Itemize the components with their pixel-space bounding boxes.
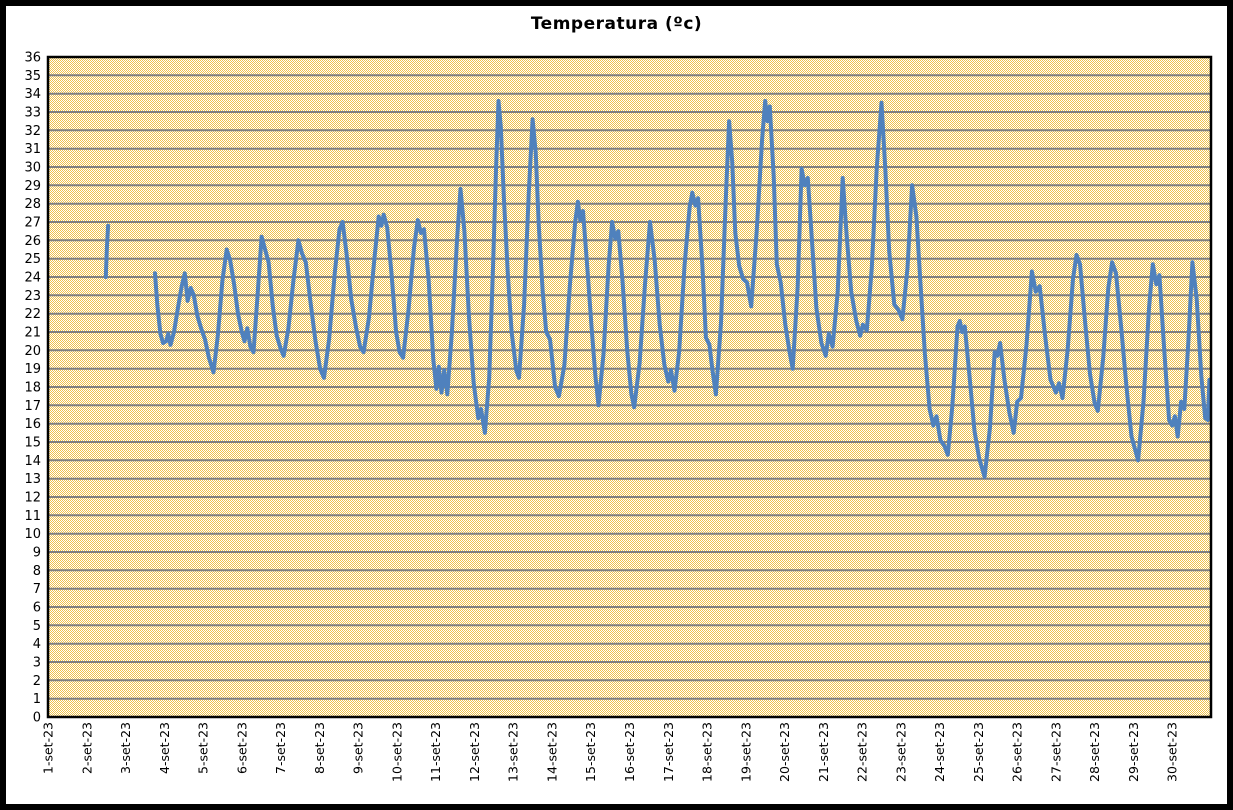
svg-text:19-set-23: 19-set-23: [738, 722, 753, 782]
svg-text:29-set-23: 29-set-23: [1126, 722, 1141, 782]
svg-text:1-set-23: 1-set-23: [41, 722, 56, 774]
svg-text:32: 32: [24, 124, 41, 139]
svg-text:13: 13: [24, 472, 41, 487]
temperature-line: [103, 99, 1212, 479]
svg-text:24: 24: [24, 271, 41, 286]
svg-text:5-set-23: 5-set-23: [196, 722, 211, 774]
svg-text:36: 36: [24, 51, 41, 66]
svg-text:17: 17: [24, 399, 41, 414]
svg-text:11: 11: [24, 509, 41, 524]
svg-text:11-set-23: 11-set-23: [428, 722, 443, 782]
svg-text:31: 31: [24, 142, 41, 157]
svg-text:8-set-23: 8-set-23: [312, 722, 327, 774]
svg-text:34: 34: [24, 87, 41, 102]
svg-text:19: 19: [24, 362, 41, 377]
svg-text:20: 20: [24, 344, 41, 359]
svg-text:12: 12: [24, 491, 41, 506]
svg-text:21-set-23: 21-set-23: [816, 722, 831, 782]
svg-text:13-set-23: 13-set-23: [506, 722, 521, 782]
svg-text:25-set-23: 25-set-23: [971, 722, 986, 782]
svg-text:29: 29: [24, 179, 41, 194]
svg-text:3: 3: [33, 656, 41, 671]
svg-text:25: 25: [24, 252, 41, 267]
plot-border: [46, 55, 1213, 719]
svg-text:3-set-23: 3-set-23: [118, 722, 133, 774]
svg-text:2: 2: [33, 674, 41, 689]
x-axis-labels: 1-set-23 2-set-23 3-set-23 4-set-23 5-set-23…: [41, 722, 1180, 782]
svg-text:0: 0: [33, 711, 41, 726]
svg-text:24-set-23: 24-set-23: [932, 722, 947, 782]
svg-text:2-set-23: 2-set-23: [79, 722, 94, 774]
svg-text:22-set-23: 22-set-23: [855, 722, 870, 782]
svg-text:10: 10: [24, 527, 41, 542]
svg-text:28-set-23: 28-set-23: [1087, 722, 1102, 782]
svg-text:8: 8: [33, 564, 41, 579]
svg-text:4: 4: [33, 637, 41, 652]
svg-text:22: 22: [24, 307, 41, 322]
svg-text:10-set-23: 10-set-23: [389, 722, 404, 782]
svg-text:26: 26: [24, 234, 41, 249]
svg-text:17-set-23: 17-set-23: [661, 722, 676, 782]
svg-text:35: 35: [24, 69, 41, 84]
svg-text:7: 7: [33, 582, 41, 597]
gridlines: [48, 74, 1211, 700]
svg-text:20-set-23: 20-set-23: [777, 722, 792, 782]
svg-text:18: 18: [24, 381, 41, 396]
svg-text:18-set-23: 18-set-23: [700, 722, 715, 782]
svg-text:30: 30: [24, 161, 41, 176]
svg-text:27: 27: [24, 216, 41, 231]
svg-text:14-set-23: 14-set-23: [545, 722, 560, 782]
svg-text:4-set-23: 4-set-23: [157, 722, 172, 774]
chart-canvas: 0123456789101112131415161718192021222324…: [24, 51, 1213, 782]
svg-text:33: 33: [24, 106, 41, 121]
svg-text:6: 6: [33, 601, 41, 616]
svg-text:15-set-23: 15-set-23: [583, 722, 598, 782]
svg-text:9-set-23: 9-set-23: [351, 722, 366, 774]
svg-text:23-set-23: 23-set-23: [893, 722, 908, 782]
svg-text:6-set-23: 6-set-23: [234, 722, 249, 774]
svg-text:21: 21: [24, 326, 41, 341]
svg-text:15: 15: [24, 436, 41, 451]
svg-text:27-set-23: 27-set-23: [1048, 722, 1063, 782]
svg-text:16: 16: [24, 417, 41, 432]
svg-text:30-set-23: 30-set-23: [1165, 722, 1180, 782]
svg-text:16-set-23: 16-set-23: [622, 722, 637, 782]
svg-text:14: 14: [24, 454, 41, 469]
chart-title: Temperatura (ºc): [530, 14, 703, 34]
svg-text:9: 9: [33, 546, 41, 561]
y-axis-labels: 0123456789101112131415161718192021222324…: [24, 51, 41, 726]
svg-text:7-set-23: 7-set-23: [273, 722, 288, 774]
svg-text:1: 1: [33, 692, 41, 707]
svg-text:23: 23: [24, 289, 41, 304]
svg-text:12-set-23: 12-set-23: [467, 722, 482, 782]
svg-text:28: 28: [24, 197, 41, 212]
svg-text:26-set-23: 26-set-23: [1010, 722, 1025, 782]
svg-text:5: 5: [33, 619, 41, 634]
